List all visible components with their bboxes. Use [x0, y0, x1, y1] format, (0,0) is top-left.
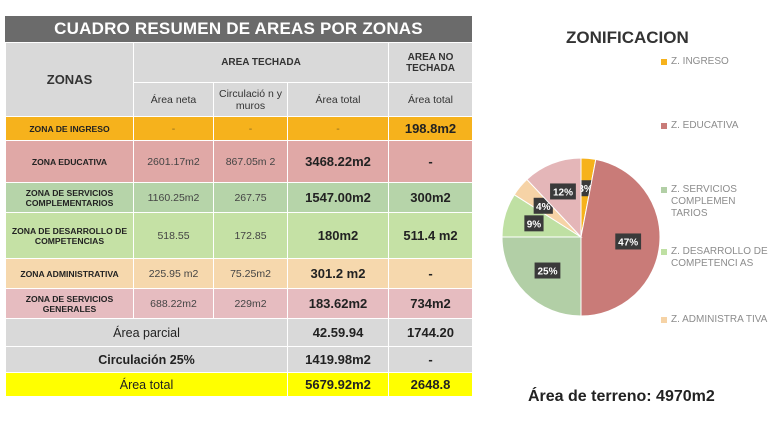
header-area-total-nt: Área total: [388, 82, 474, 117]
pie-data-label: 25%: [534, 262, 561, 279]
legend-label: Z. ADMINISTRA TIVA: [671, 314, 768, 325]
pie-data-label: 9%: [524, 215, 544, 232]
legend-swatch: [661, 123, 667, 129]
legend-label: Z. SERVICIOS COMPLEMEN TARIOS: [671, 184, 737, 219]
legend-label: Z. EDUCATIVA: [671, 120, 739, 131]
area-total-cell: 301.2 m2: [286, 258, 390, 289]
legend-swatch: [661, 249, 667, 255]
legend-item: Z. INGRESO: [661, 56, 768, 68]
header-circulacion: Circulació n y muros: [213, 82, 288, 117]
zona-name: ZONA DE INGRESO: [5, 116, 134, 141]
pie-data-label: 12%: [550, 183, 576, 200]
summary-label: Área parcial: [5, 318, 288, 347]
table-row: ZONA DE INGRESO - - - 198.8m2: [5, 116, 474, 141]
svg-text:47%: 47%: [618, 237, 638, 248]
svg-text:25%: 25%: [537, 267, 557, 278]
legend-item: Z. SERVICIOS COMPLEMEN TARIOS: [661, 184, 768, 220]
header-area-no-techada: AREA NO TECHADA: [388, 42, 474, 83]
svg-text:4%: 4%: [536, 202, 551, 213]
svg-text:9%: 9%: [527, 219, 542, 230]
table-title: CUADRO RESUMEN DE AREAS POR ZONAS: [5, 16, 472, 42]
table-row: ZONA DE SERVICIOS GENERALES 688.22m2 229…: [5, 288, 474, 319]
no-techada-cell: 511.4 m2: [388, 212, 474, 259]
no-techada-cell: 198.8m2: [388, 116, 474, 141]
legend-swatch: [661, 187, 667, 193]
summary-total: 5679.92m2: [286, 372, 390, 397]
summary-label: Circulación 25%: [5, 346, 288, 373]
pie-data-label: 47%: [615, 233, 642, 250]
header-zonas: ZONAS: [5, 42, 134, 117]
chart-title: ZONIFICACION: [566, 28, 689, 47]
summary-table-panel: CUADRO RESUMEN DE AREAS POR ZONAS ZONAS …: [5, 16, 474, 397]
area-neta-cell: -: [133, 116, 214, 141]
zona-name: ZONA EDUCATIVA: [5, 140, 134, 183]
summary-total: 1419.98m2: [286, 346, 390, 373]
summary-no-techada: 2648.8: [388, 372, 474, 397]
circulacion-cell: -: [213, 116, 288, 141]
circulacion-cell: 267.75: [213, 182, 288, 213]
svg-text:3%: 3%: [578, 184, 593, 195]
summary-row-total: Área total 5679.92m2 2648.8: [5, 372, 474, 397]
header-area-total: Área total: [286, 82, 390, 117]
circulacion-cell: 172.85: [213, 212, 288, 259]
legend-label: Z. INGRESO: [671, 56, 729, 67]
circulacion-cell: 867.05m 2: [213, 140, 288, 183]
summary-no-techada: -: [388, 346, 474, 373]
area-total-cell: 183.62m2: [286, 288, 390, 319]
header-area-neta: Área neta: [133, 82, 214, 117]
legend-item: Z. DESARROLLO DE COMPETENCI AS: [661, 246, 768, 270]
svg-text:12%: 12%: [553, 187, 573, 198]
summary-row-parcial: Área parcial 42.59.94 1744.20: [5, 318, 474, 347]
area-neta-cell: 688.22m2: [133, 288, 214, 319]
no-techada-cell: 300m2: [388, 182, 474, 213]
summary-row-circulacion: Circulación 25% 1419.98m2 -: [5, 346, 474, 373]
legend-label: Z. DESARROLLO DE COMPETENCI AS: [671, 246, 768, 269]
areas-table: ZONAS AREA TECHADA AREA NO TECHADA Área …: [5, 42, 474, 397]
legend-swatch: [661, 59, 667, 65]
summary-label: Área total: [5, 372, 288, 397]
legend-item: Z. EDUCATIVA: [661, 120, 768, 132]
zona-name: ZONA DE SERVICIOS COMPLEMENTARIOS: [5, 182, 134, 213]
legend-swatch: [661, 317, 667, 323]
legend-item: Z. ADMINISTRA TIVA: [661, 314, 768, 326]
circulacion-cell: 75.25m2: [213, 258, 288, 289]
table-row: ZONA DE SERVICIOS COMPLEMENTARIOS 1160.2…: [5, 182, 474, 213]
area-neta-cell: 518.55: [133, 212, 214, 259]
area-total-cell: 3468.22m2: [286, 140, 390, 183]
terreno-label: Área de terreno: 4970m2: [528, 388, 715, 405]
zona-name: ZONA ADMINISTRATIVA: [5, 258, 134, 289]
